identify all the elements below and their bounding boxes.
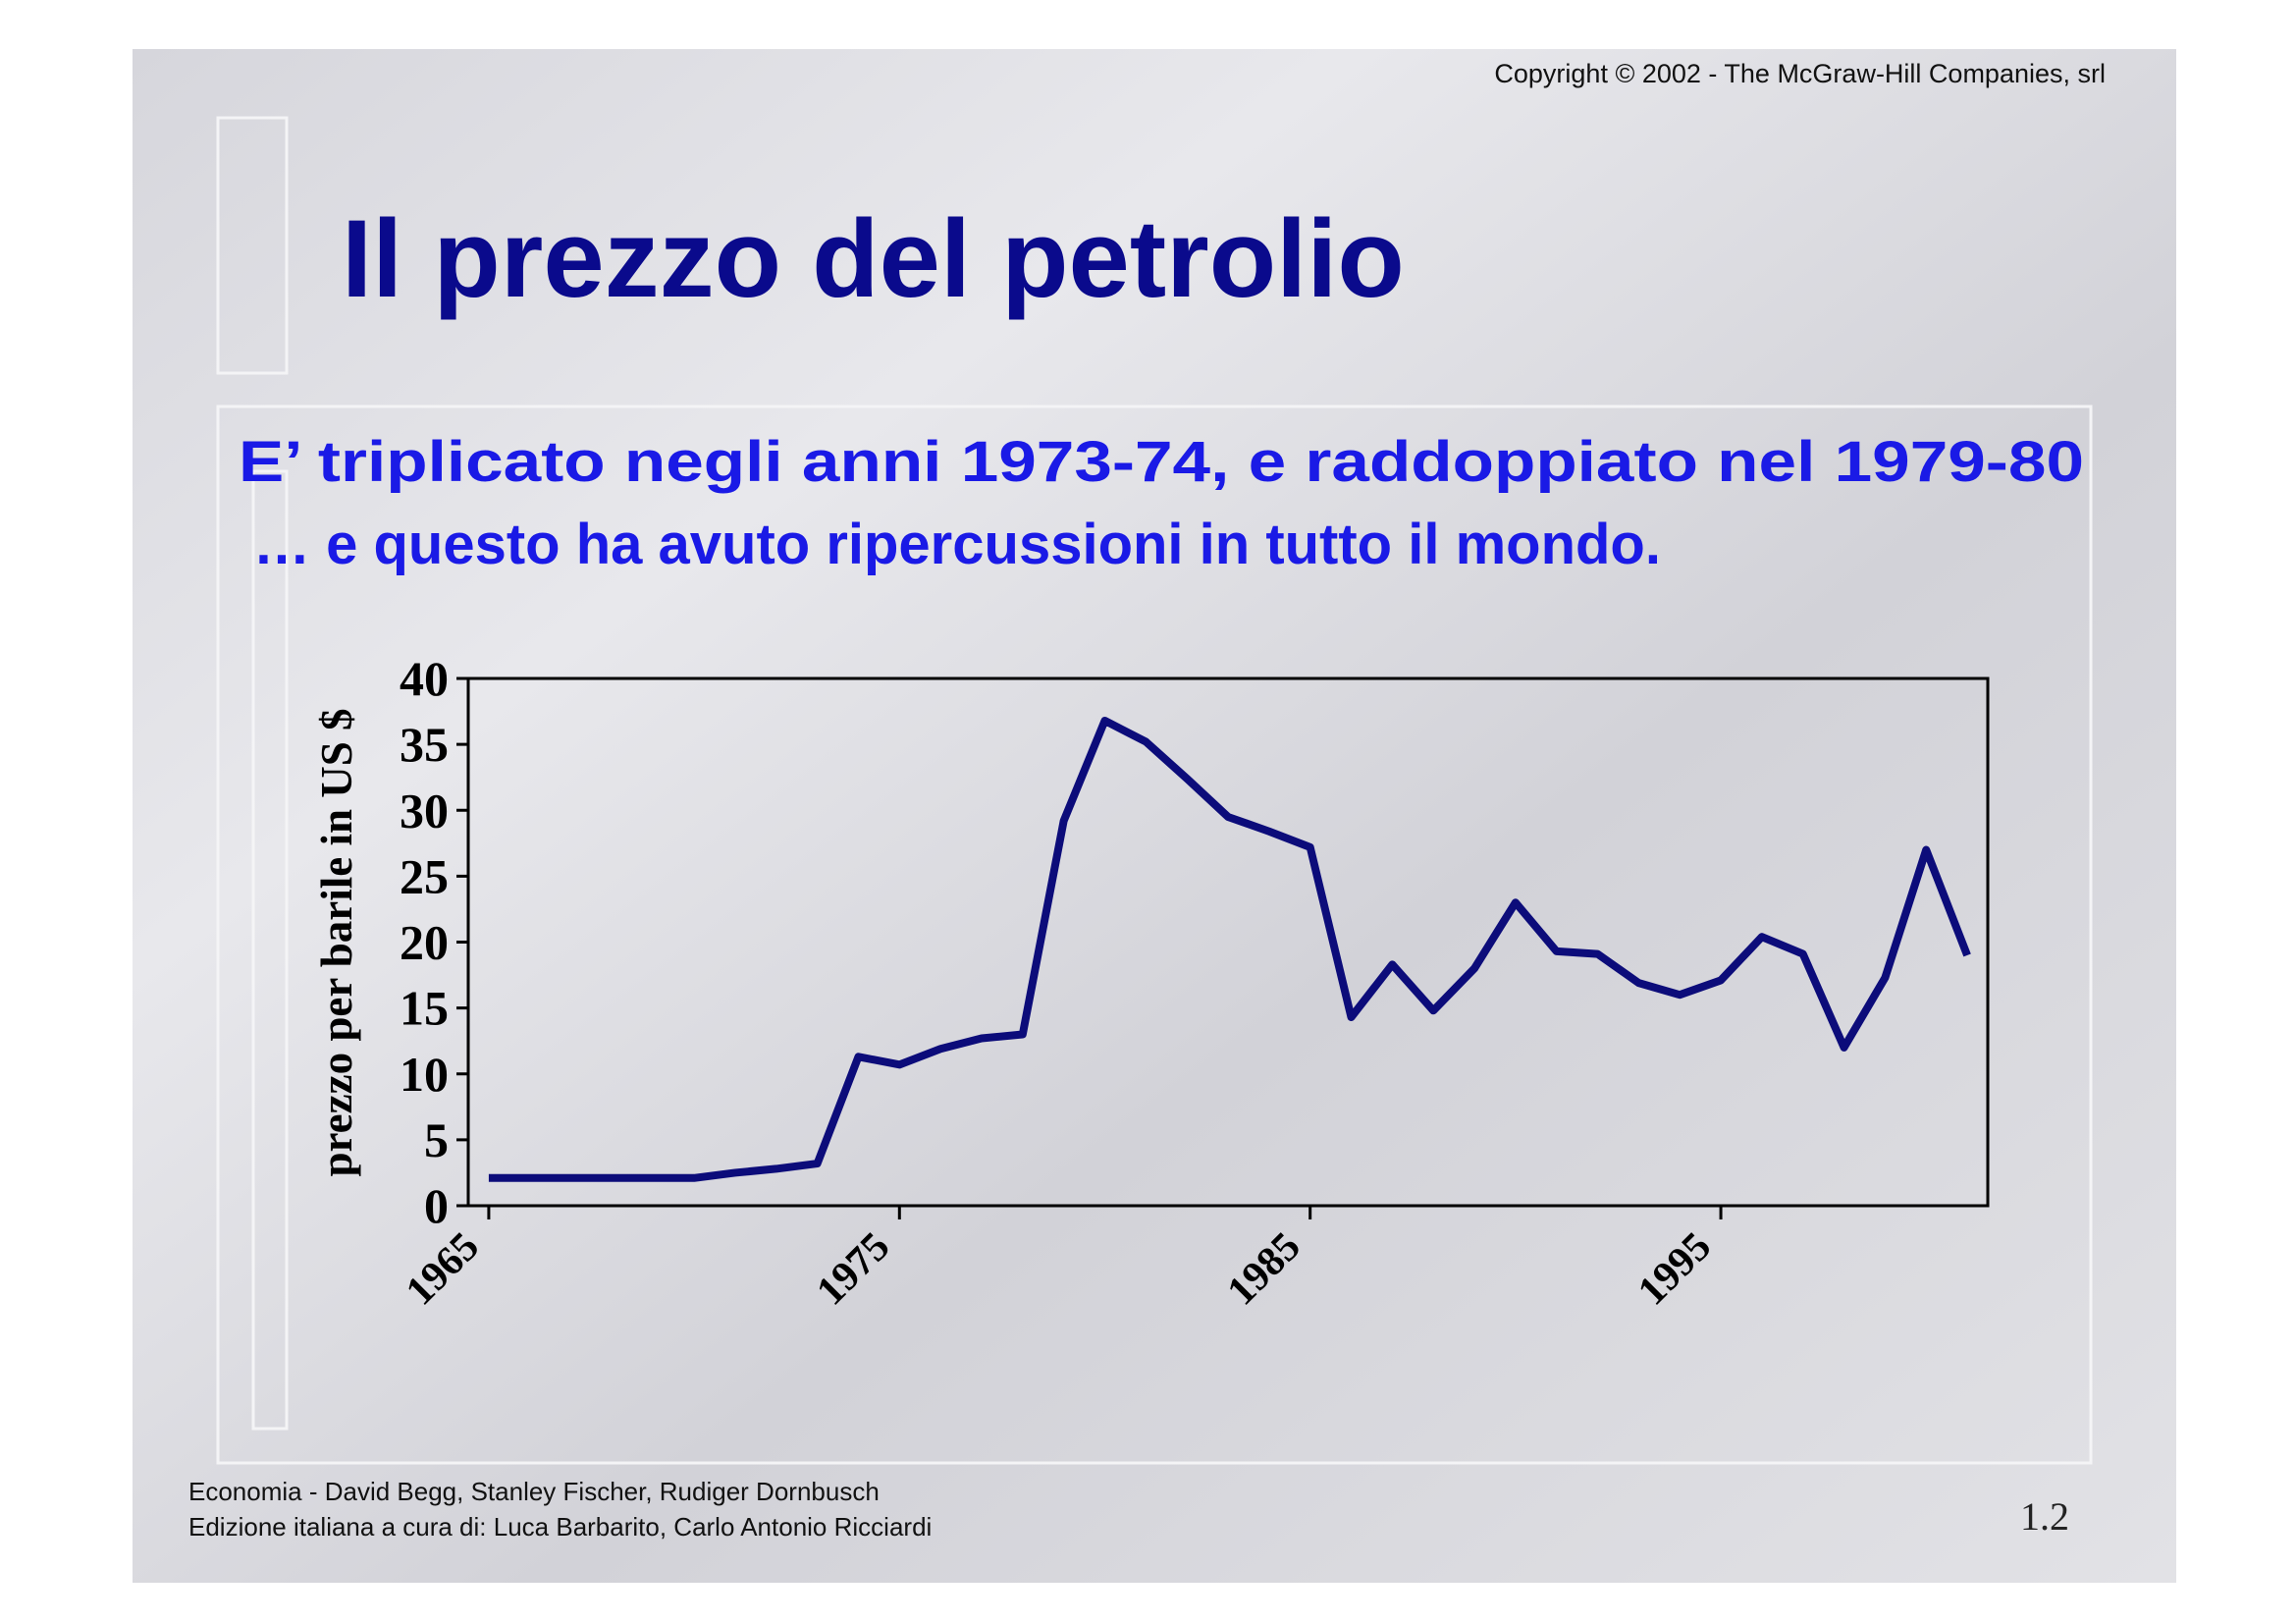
footer: Edizione italiana a cura di: Luca Barbar… [188, 1512, 932, 1542]
y-tick-label: 30 [400, 783, 449, 838]
y-axis-label: prezzo per barile in US $ [312, 708, 361, 1176]
y-tick-label: 40 [400, 651, 449, 706]
decor-bar [216, 116, 289, 375]
y-tick-label: 15 [400, 981, 449, 1036]
y-tick-label: 35 [400, 717, 449, 772]
y-tick-label: 25 [400, 848, 449, 903]
background [133, 49, 2176, 1583]
y-tick-label: 20 [400, 915, 449, 970]
slide-title: Il prezzo del petrolio [342, 197, 1405, 320]
copyright: Copyright © 2002 - The McGraw-Hill Compa… [1494, 59, 2106, 88]
subtitle: … e questo ha avuto ripercussioni in tut… [253, 513, 1661, 576]
content-frame [216, 405, 2093, 1465]
data-line [488, 716, 1971, 1182]
page-number: 1.2 [2020, 1494, 2069, 1539]
y-tick-label: 5 [424, 1112, 449, 1167]
y-tick-label: 10 [400, 1047, 449, 1102]
y-tick-label: 0 [424, 1178, 449, 1233]
footer: Economia - David Begg, Stanley Fischer, … [188, 1477, 880, 1506]
subtitle: E’ triplicato negli anni 1973-74, e radd… [239, 430, 2084, 494]
decor-bar [251, 469, 289, 1431]
